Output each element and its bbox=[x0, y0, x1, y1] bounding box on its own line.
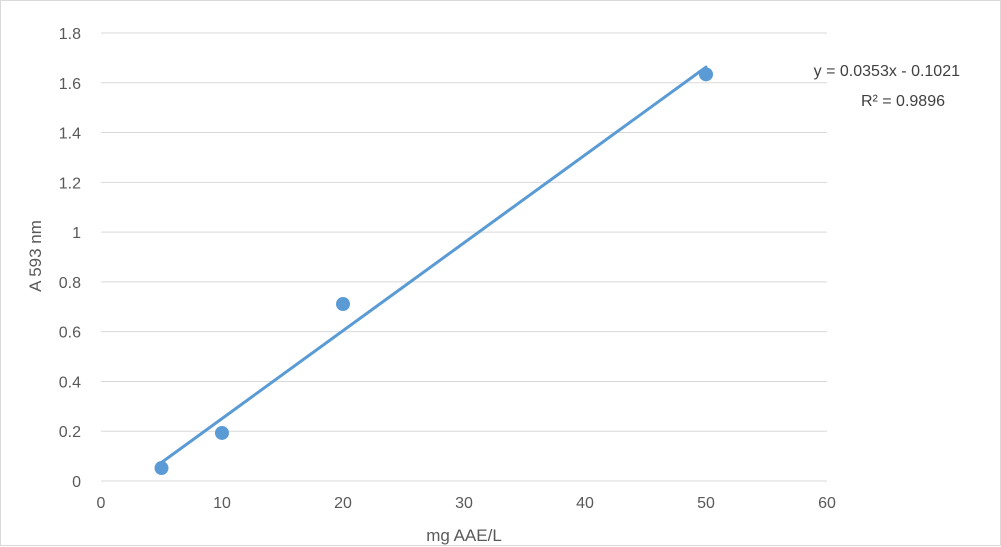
y-tick-label: 1.8 bbox=[59, 26, 81, 43]
y-axis-title: A 593 nm bbox=[26, 220, 45, 292]
y-tick-label: 1.2 bbox=[59, 175, 81, 192]
trendline-equation: y = 0.0353x - 0.1021 bbox=[814, 63, 960, 80]
x-tick-label: 40 bbox=[576, 495, 594, 512]
trendline bbox=[160, 65, 708, 464]
x-tick-label: 10 bbox=[213, 495, 231, 512]
y-tick-label: 0.8 bbox=[59, 275, 81, 292]
data-point bbox=[699, 67, 713, 82]
x-tick-label: 60 bbox=[818, 495, 836, 512]
data-point bbox=[215, 425, 229, 440]
x-tick-label: 20 bbox=[334, 495, 352, 512]
y-tick-labels: 0 0.2 0.4 0.6 0.8 1 1.2 1.4 1.6 1.8 bbox=[59, 26, 81, 491]
data-points bbox=[154, 67, 713, 476]
y-tick-label: 0 bbox=[72, 474, 81, 491]
y-tick-label: 1.6 bbox=[59, 76, 81, 93]
x-tick-label: 30 bbox=[455, 495, 473, 512]
x-tick-label: 0 bbox=[97, 495, 106, 512]
y-tick-label: 1.4 bbox=[59, 126, 81, 143]
x-tick-label: 50 bbox=[697, 495, 715, 512]
y-tick-label: 0.6 bbox=[59, 325, 81, 342]
y-tick-label: 1 bbox=[72, 225, 81, 242]
y-tick-label: 0.2 bbox=[59, 424, 81, 441]
trendline-group bbox=[160, 65, 708, 464]
x-axis-title: mg AAE/L bbox=[426, 526, 502, 545]
gridlines bbox=[101, 32, 827, 432]
y-tick-label: 0.4 bbox=[59, 374, 81, 391]
data-point bbox=[336, 297, 350, 312]
x-tick-labels: 0 10 20 30 40 50 60 bbox=[97, 495, 836, 512]
data-point bbox=[154, 461, 169, 476]
trendline-r-squared: R² = 0.9896 bbox=[861, 93, 945, 110]
